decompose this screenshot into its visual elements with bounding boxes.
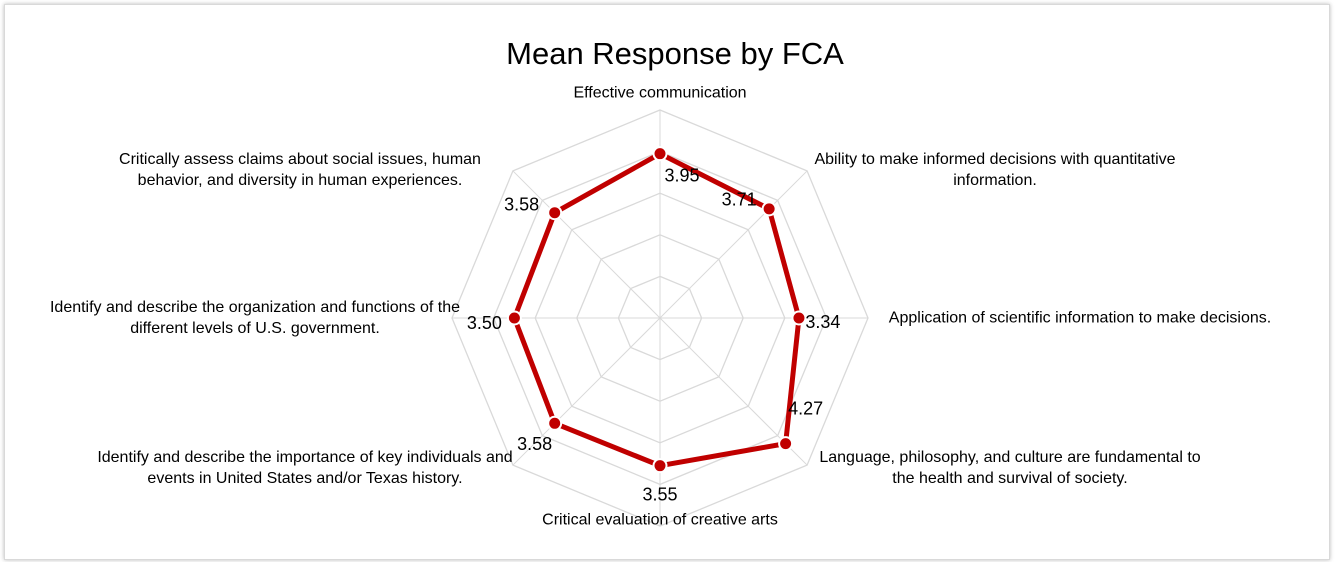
spoke — [512, 317, 661, 466]
data-label: 3.71 — [722, 190, 757, 210]
marker — [778, 436, 794, 452]
category-label: Identify and describe the organization a… — [49, 299, 461, 337]
category-label: Ability to make informed decisions with … — [814, 151, 1176, 189]
marker — [652, 146, 668, 162]
marker — [547, 205, 563, 221]
category-label: Identify and describe the importance of … — [97, 449, 513, 487]
marker — [652, 458, 668, 474]
data-label: 3.58 — [504, 194, 539, 214]
spoke — [659, 170, 808, 319]
data-label: 4.27 — [788, 398, 823, 418]
chart-title: Mean Response by FCA — [506, 36, 844, 71]
category-label: Effective communication — [573, 84, 747, 102]
category-label: Critical evaluation of creative arts — [542, 511, 778, 529]
data-label: 3.55 — [642, 484, 677, 504]
data-label: 3.50 — [467, 313, 502, 333]
category-label: Language, philosophy, and culture are fu… — [819, 449, 1201, 487]
marker — [791, 310, 807, 326]
marker — [761, 201, 777, 217]
spoke — [512, 170, 661, 319]
marker — [547, 415, 563, 431]
data-label: 3.34 — [805, 312, 840, 332]
data-label: 3.58 — [517, 434, 552, 454]
category-label: Critically assess claims about social is… — [119, 151, 481, 189]
data-label: 3.95 — [664, 165, 699, 185]
marker — [506, 310, 522, 326]
chart-frame — [4, 4, 1330, 560]
category-label: Application of scientific information to… — [888, 309, 1272, 327]
